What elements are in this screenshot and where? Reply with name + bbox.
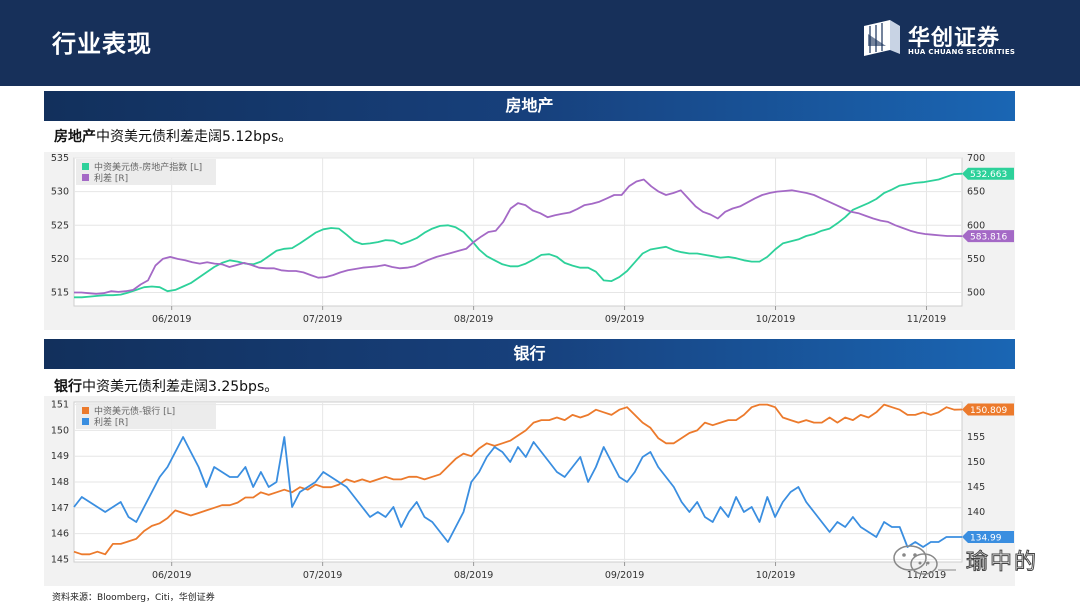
- series-end-label: 150.809: [962, 403, 1014, 416]
- y-tick-label-right: 500: [967, 288, 985, 299]
- series-line-index: [73, 403, 963, 556]
- end-label-value: 150.809: [970, 406, 1007, 416]
- x-tick-label: 10/2019: [756, 314, 795, 325]
- end-label-value: 583.816: [970, 233, 1007, 243]
- y-tick-label-left: 151: [51, 400, 69, 411]
- end-label-tag: [962, 230, 1014, 243]
- y-tick-label-left: 150: [51, 425, 69, 436]
- subtitle-text-bank: 中资美元债利差走阔3.25bps。: [82, 379, 279, 395]
- end-label-tag: [962, 403, 1014, 416]
- logo-text-en: HUA CHUANG SECURITIES: [908, 48, 1016, 56]
- y-tick-label-left: 147: [51, 503, 69, 514]
- y-tick-label-right: 600: [967, 220, 985, 231]
- legend-label: 利差 [R]: [94, 172, 128, 184]
- legend-swatch: [82, 174, 89, 181]
- y-tick-label-right: 150: [967, 457, 985, 468]
- subtitle-real-estate: 房地产中资美元债利差走阔5.12bps。: [54, 126, 292, 146]
- x-tick-label: 07/2019: [303, 314, 342, 325]
- legend-label: 中资美元债-银行 [L]: [94, 405, 175, 417]
- y-tick-label-left: 149: [51, 451, 69, 462]
- legend-label: 中资美元债-房地产指数 [L]: [94, 161, 202, 173]
- x-tick-label: 09/2019: [605, 570, 644, 581]
- end-label-value: 532.663: [970, 170, 1007, 180]
- legend-swatch: [82, 418, 89, 425]
- x-tick-label: 08/2019: [454, 314, 493, 325]
- series-line-index: [74, 172, 963, 299]
- x-tick-label: 11/2019: [907, 570, 946, 581]
- series-end-label: 583.816: [962, 230, 1014, 243]
- series-end-label: 532.663: [962, 167, 1014, 180]
- wechat-watermark: 瑜中的: [888, 540, 1058, 580]
- y-tick-label-left: 535: [51, 153, 69, 164]
- y-tick-label-left: 145: [51, 554, 69, 565]
- y-tick-label-left: 520: [51, 254, 69, 265]
- x-tick-label: 06/2019: [152, 314, 191, 325]
- end-label-tag: [962, 167, 1014, 180]
- section-title-bank: 银行: [513, 344, 546, 363]
- series-line-spread: [74, 178, 963, 295]
- subtitle-bold-bank: 银行: [54, 379, 82, 395]
- subtitle-bold-real-estate: 房地产: [54, 129, 96, 145]
- slide-title: 行业表现: [52, 30, 152, 58]
- y-tick-label-right: 650: [967, 187, 985, 198]
- x-tick-label: 07/2019: [303, 570, 342, 581]
- y-tick-label-right: 700: [967, 153, 985, 164]
- legend-swatch: [82, 163, 89, 170]
- chart-real-estate: 515 520 525 530 535 500 550 600 650 700 06/2019 07/…: [44, 152, 1015, 330]
- company-logo: 华创证券 HUA CHUANG SECURITIES: [864, 20, 1024, 66]
- plot-area: [73, 157, 963, 307]
- end-label-value: 134.99: [970, 534, 1002, 544]
- source-note: 资料来源：Bloomberg，Citi，华创证券: [52, 593, 215, 603]
- logo-text-cn: 华创证券: [908, 26, 1001, 51]
- watermark-text: 瑜中的: [965, 550, 1039, 576]
- x-tick-label: 10/2019: [756, 570, 795, 581]
- subtitle-bank: 银行中资美元债利差走阔3.25bps。: [54, 376, 278, 396]
- y-tick-label-right: 145: [967, 482, 985, 493]
- chart-legend: 中资美元债-房地产指数 [L]利差 [R]: [76, 159, 216, 185]
- subtitle-text-real-estate: 中资美元债利差走阔5.12bps。: [96, 129, 293, 145]
- y-tick-label-right: 140: [967, 507, 985, 518]
- end-label-tag: [962, 531, 1014, 544]
- x-tick-label: 06/2019: [152, 570, 191, 581]
- section-title-real-estate: 房地产: [505, 96, 554, 115]
- y-tick-label-left: 525: [51, 220, 69, 231]
- legend-background: [76, 159, 216, 185]
- wechat-icon: [893, 545, 956, 575]
- section-bar-bank: 银行: [44, 339, 1015, 369]
- y-tick-label-left: 515: [51, 288, 69, 299]
- legend-label: 利差 [R]: [94, 416, 128, 428]
- series-end-label: 134.99: [962, 531, 1014, 544]
- x-tick-label: 08/2019: [454, 570, 493, 581]
- y-tick-label-left: 146: [51, 529, 69, 540]
- section-bar-real-estate: 房地产: [44, 91, 1015, 121]
- y-tick-label-right: 550: [967, 254, 985, 265]
- legend-swatch: [82, 407, 89, 414]
- y-tick-label-left: 530: [51, 187, 69, 198]
- slide-header: 行业表现 华创证券 HUA CHUANG SECURITIES: [0, 0, 1080, 86]
- y-tick-label-left: 148: [51, 477, 69, 488]
- chart-bank: 1451461471481491501511351401451501551600…: [44, 396, 1015, 586]
- x-tick-label: 09/2019: [605, 314, 644, 325]
- series-line-spread: [73, 436, 962, 548]
- x-tick-label: 11/2019: [907, 314, 946, 325]
- legend-background: [76, 403, 216, 429]
- logo-cube-icon: [864, 20, 900, 56]
- chart-legend: 中资美元债-银行 [L]利差 [R]: [76, 403, 216, 429]
- y-tick-label-right: 155: [967, 432, 985, 443]
